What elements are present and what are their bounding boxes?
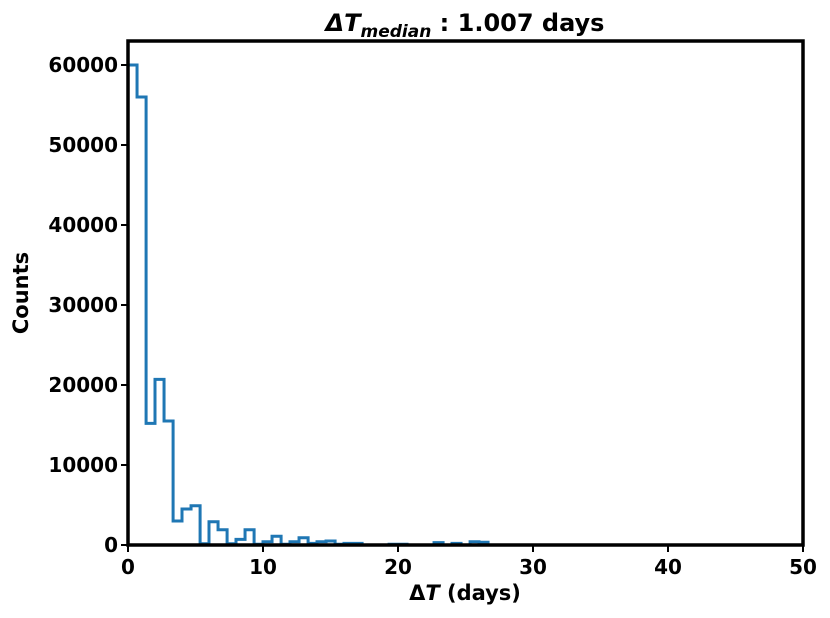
x-label-italic: T [425,581,441,605]
y-tick-label: 10000 [48,453,118,477]
y-tick-label: 20000 [48,373,118,397]
plot-frame [126,39,805,547]
x-label-delta: Δ [409,581,426,605]
y-tick-label: 30000 [48,293,118,317]
x-axis-label: ΔT (days) [409,581,521,605]
title-prefix: ΔT [324,9,363,37]
chart-title: ΔTmedian : 1.007 days [324,9,605,42]
x-label-units: (days) [440,581,521,605]
x-tick-label: 40 [654,555,682,579]
y-tick-label: 0 [104,533,118,557]
y-axis-label: Counts [9,252,33,334]
y-axis-ticks: 0 10000 20000 30000 40000 50000 60000 [48,53,128,557]
x-tick-label: 50 [789,555,817,579]
x-tick-label: 0 [121,555,135,579]
x-tick-label: 10 [249,555,277,579]
histogram-step-line [126,63,490,547]
title-suffix: : 1.007 days [431,9,604,37]
y-tick-label: 40000 [48,213,118,237]
title-subscript: median [360,22,431,42]
x-axis-ticks: 0 10 20 30 40 50 [121,545,817,579]
x-tick-label: 20 [384,555,412,579]
y-tick-label: 50000 [48,133,118,157]
y-tick-label: 60000 [48,53,118,77]
x-tick-label: 30 [519,555,547,579]
